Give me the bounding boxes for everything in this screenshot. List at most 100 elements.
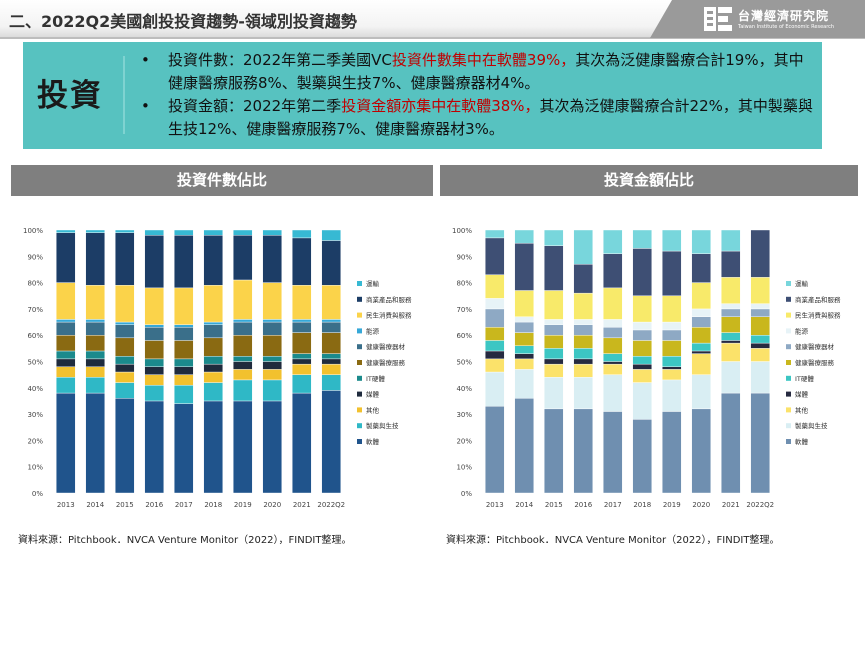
bar-segment: [262, 321, 282, 336]
bar-segment: [514, 353, 534, 360]
bar-segment: [174, 287, 194, 325]
bar-segment: [85, 334, 105, 352]
bar-segment: [321, 390, 341, 494]
legend-swatch: [357, 407, 362, 413]
bar-segment: [750, 277, 770, 304]
bar-segment: [233, 334, 253, 357]
bar-segment: [144, 327, 164, 341]
bar-segment: [544, 319, 564, 325]
bar-segment: [691, 308, 711, 317]
y-tick-label: 70%: [456, 306, 472, 314]
bar-segment: [603, 287, 623, 320]
bar-segment: [115, 363, 135, 373]
bar-segment: [56, 321, 76, 336]
bar-segment: [721, 332, 741, 341]
bar-segment: [115, 285, 135, 323]
bar-segment: [544, 348, 564, 360]
legend-swatch: [357, 328, 362, 334]
bar-segment: [321, 240, 341, 286]
bar-segment: [262, 319, 282, 323]
bar-segment: [233, 235, 253, 281]
legend-label: IT硬體: [795, 374, 814, 383]
bar-segment: [233, 279, 253, 320]
bar-segment: [485, 229, 505, 239]
bar-segment: [691, 316, 711, 328]
x-tick-label: 2017: [175, 501, 193, 509]
bar-segment: [56, 366, 76, 378]
bar-segment: [485, 340, 505, 352]
bar-segment: [750, 316, 770, 336]
summary-bullet-count: • 投資件數：2022年第二季美國VC投資件數集中在軟體39%，其次為泛健康醫療合…: [141, 49, 813, 95]
bar-segment: [292, 374, 312, 394]
bar-segment: [514, 332, 534, 346]
bar-segment: [262, 361, 282, 370]
bar-segment: [573, 292, 593, 320]
bar-segment: [485, 406, 505, 494]
bar-segment: [750, 229, 770, 278]
legend-swatch: [786, 328, 791, 334]
summary-box: 投資 • 投資件數：2022年第二季美國VC投資件數集中在軟體39%，其次為泛健康…: [23, 42, 822, 149]
bar-segment: [233, 361, 253, 370]
bar-segment: [662, 340, 682, 357]
legend-label: 其他: [366, 405, 380, 414]
bar-segment: [203, 382, 223, 402]
y-tick-label: 40%: [456, 385, 472, 393]
bar-segment: [115, 337, 135, 357]
bar-segment: [85, 229, 105, 233]
y-tick-label: 100%: [452, 227, 472, 235]
bar-segment: [750, 342, 770, 349]
bar-segment: [721, 277, 741, 304]
bar-segment: [514, 321, 534, 333]
bar-segment: [203, 337, 223, 357]
y-tick-label: 20%: [456, 437, 472, 445]
bar-segment: [603, 361, 623, 365]
bar-segment: [544, 358, 564, 365]
bar-segment: [292, 363, 312, 375]
top-bar: 二、2022Q2美國創投投資趨勢-領域別投資趨勢 台灣經濟研究院 Taiwan …: [0, 0, 865, 39]
bar-segment: [174, 358, 194, 367]
x-tick-label: 2019: [234, 501, 252, 509]
bar-segment: [174, 384, 194, 404]
bar-segment: [321, 321, 341, 333]
bullet-dot: •: [141, 51, 150, 69]
bar-segment: [632, 295, 652, 323]
bar-segment: [203, 324, 223, 339]
bar-segment: [262, 334, 282, 357]
bar-segment: [292, 319, 312, 323]
legend-swatch: [786, 423, 791, 429]
bar-segment: [691, 253, 711, 283]
bar-segment: [603, 319, 623, 328]
bar-segment: [292, 358, 312, 365]
bar-segment: [203, 356, 223, 365]
bar-segment: [292, 229, 312, 239]
bullet-suffix: 其次為泛健康醫療合計22%，其中製藥與生技12%、健康醫療服務7%、健康醫療器材…: [168, 97, 813, 138]
bar-segment: [233, 356, 253, 362]
bar-segment: [174, 374, 194, 386]
amount-chart-title: 投資金額佔比: [440, 165, 858, 196]
bar-segment: [174, 403, 194, 494]
y-tick-label: 0%: [461, 490, 472, 498]
x-tick-label: 2021: [293, 501, 311, 509]
bar-segment: [750, 348, 770, 362]
bar-segment: [203, 229, 223, 236]
legend-label: 健康醫療服務: [795, 358, 835, 367]
bar-segment: [85, 366, 105, 378]
bar-segment: [144, 384, 164, 402]
bar-segment: [262, 400, 282, 494]
summary-divider: [123, 56, 125, 134]
logo-block: [650, 0, 865, 38]
bar-segment: [691, 229, 711, 254]
bar-segment: [115, 232, 135, 286]
bar-segment: [233, 379, 253, 402]
bar-segment: [56, 229, 76, 233]
legend-swatch: [786, 375, 791, 381]
bar-segment: [144, 235, 164, 289]
bar-segment: [514, 229, 534, 244]
bar-segment: [514, 316, 534, 323]
bar-segment: [603, 353, 623, 362]
y-tick-label: 80%: [27, 280, 43, 288]
amount-chart-source: 資料來源：Pitchbook．NVCA Venture Monitor（2022…: [446, 535, 780, 546]
bullet-prefix: 投資件數：2022年第二季美國VC: [168, 51, 392, 69]
bar-segment: [115, 324, 135, 339]
bar-segment: [203, 321, 223, 325]
